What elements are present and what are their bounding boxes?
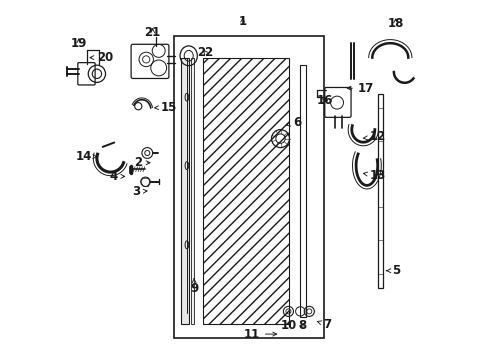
Bar	[377, 94, 383, 288]
Text: 8: 8	[297, 319, 305, 332]
Bar	[181, 58, 189, 324]
Text: 16: 16	[316, 94, 332, 107]
Text: 13: 13	[363, 169, 385, 182]
Text: 6: 6	[286, 116, 301, 129]
Text: 15: 15	[154, 101, 177, 114]
Text: 17: 17	[346, 82, 373, 95]
Bar	[174, 36, 323, 338]
Text: 12: 12	[363, 130, 385, 143]
Bar	[203, 58, 289, 324]
Text: 11: 11	[243, 328, 276, 341]
Text: 22: 22	[197, 46, 213, 59]
Text: 5: 5	[386, 264, 400, 277]
Text: 21: 21	[144, 26, 161, 39]
Text: 4: 4	[109, 170, 124, 183]
Text: 2: 2	[134, 156, 150, 169]
Text: 3: 3	[132, 185, 147, 198]
Text: 7: 7	[317, 318, 330, 331]
Text: 1: 1	[238, 15, 246, 28]
Bar	[191, 58, 194, 324]
Text: 9: 9	[189, 279, 198, 294]
Text: 20: 20	[90, 51, 113, 64]
Text: 10: 10	[280, 319, 296, 332]
Bar	[300, 65, 305, 317]
Text: 19: 19	[71, 37, 87, 50]
Text: 14: 14	[75, 150, 97, 163]
Text: 18: 18	[386, 17, 403, 30]
